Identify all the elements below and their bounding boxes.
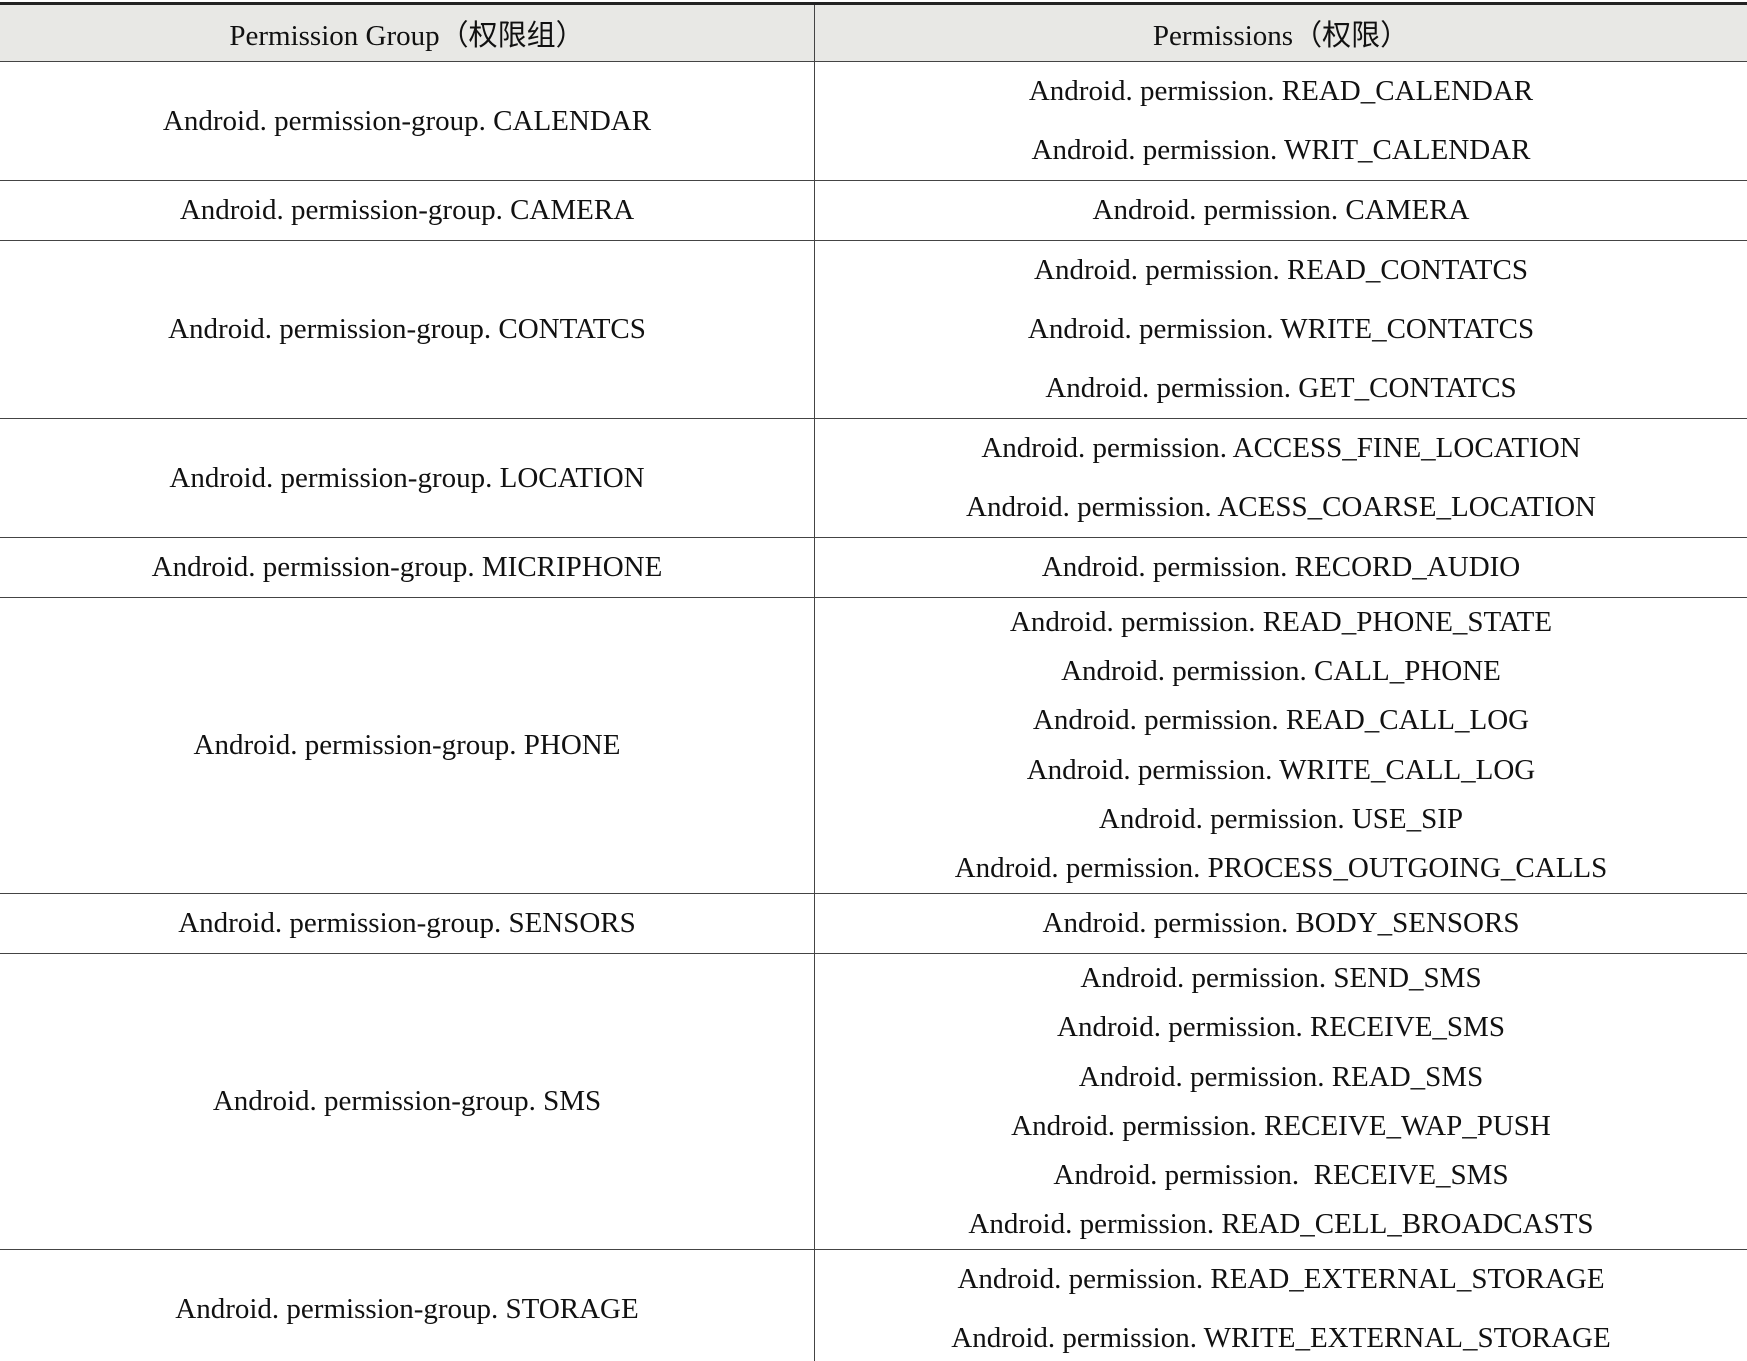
group-cell: Android. permission-group. MICRIPHONE [0,537,815,598]
table-row: Android. permission-group. CONTATCS Andro… [0,240,1747,419]
group-cell: Android. permission-group. SMS [0,953,815,1251]
permission: Android. permission. BODY_SENSORS [1042,907,1520,940]
permission: Android. permission. SEND_SMS [1080,962,1482,995]
permissions-cell: Android. permission. READ_EXTERNAL_STORA… [814,1249,1747,1361]
permission: Android. permission. READ_CALL_LOG [1032,704,1530,737]
permissions-cell: Android. permission. READ_CONTATCS Androi… [814,240,1747,419]
permission: Android. permission. RECORD_AUDIO [1041,551,1521,583]
group-cell: Android. permission-group. CONTATCS [0,240,815,419]
permissions-cell: Android. permission. READ_CALENDAR Androi… [814,61,1747,181]
permission: Android. permission. ACESS_COARSE_LOCATI… [966,491,1596,523]
permission: Android. permission. WRITE_EXTERNAL_STOR… [951,1322,1611,1355]
permissions-cell: Android. permission. CAMERA [814,180,1747,241]
permission: Android. permission. RECEIVE_SMS [1053,1159,1509,1192]
group-cell: Android. permission-group. SENSORS [0,893,815,955]
permission: Android. permission. READ_CELL_BROADCAST… [968,1208,1594,1241]
permission: Android. permission. WRITE_CALL_LOG [1026,753,1536,786]
permission: Android. permission. RECEIVE_WAP_PUSH [1011,1109,1551,1142]
group-cell: Android. permission-group. CAMERA [0,180,815,241]
permissions-cell: Android. permission. RECORD_AUDIO [814,537,1747,598]
permission: Android. permission. USE_SIP [1098,802,1464,835]
permissions-cell: Android. permission. SEND_SMS Android. pe… [814,953,1747,1251]
permission: Android. permission. READ_SMS [1078,1060,1484,1093]
header-cell: Permission Group（权限组） [0,2,815,62]
table-row: Android. permission-group. PHONE Android.… [0,596,1747,895]
permission: Android. permission. CALL_PHONE [1061,655,1501,688]
permission: Android. permission. READ_CALENDAR [1028,75,1534,107]
permission: Android. permission. WRIT_CALENDAR [1031,134,1531,166]
permission: Android. permission. READ_CONTATCS [1034,254,1528,286]
permissions-cell: Android. permission. READ_PHONE_STATE And… [814,596,1747,895]
permission: Android. permission. GET_CONTATCS [1045,372,1517,404]
permission: Android. permission. CAMERA [1092,194,1470,226]
permission: Android. permission. PROCESS_OUTGOING_CA… [954,852,1608,885]
header-cell: Permissions（权限） [814,2,1747,62]
group-cell: Android. permission-group. CALENDAR [0,61,815,181]
permission: Android. permission. READ_PHONE_STATE [1009,606,1553,638]
table-row: Android. permission-group. SMS Android. p… [0,953,1747,1251]
group-cell: Android. permission-group. LOCATION [0,418,815,538]
permission: Android. permission. WRITE_CONTATCS [1027,313,1535,345]
table-row: Android. permission-group. SENSORS Androi… [0,893,1747,955]
table-row: Android. permission-group. CAMERA Android… [0,180,1747,241]
group-cell: Android. permission-group. PHONE [0,596,815,895]
permission: Android. permission. ACCESS_FINE_LOCATIO… [981,432,1581,464]
permission: Android. permission. RECEIVE_SMS [1057,1011,1505,1044]
permission: Android. permission. READ_EXTERNAL_STORA… [957,1263,1605,1296]
header-row: Permission Group（权限组） Permissions（权限） [0,2,1747,62]
table-row: Android. permission-group. CALENDAR Andro… [0,61,1747,181]
table-row: Android. permission-group. MICRIPHONE And… [0,537,1747,598]
table-row: Android. permission-group. STORAGE Androi… [0,1249,1747,1361]
permissions-cell: Android. permission. BODY_SENSORS [814,893,1747,955]
group-cell: Android. permission-group. STORAGE [0,1249,815,1361]
permissions-cell: Android. permission. ACCESS_FINE_LOCATIO… [814,418,1747,538]
table-row: Android. permission-group. LOCATION Andro… [0,418,1747,538]
